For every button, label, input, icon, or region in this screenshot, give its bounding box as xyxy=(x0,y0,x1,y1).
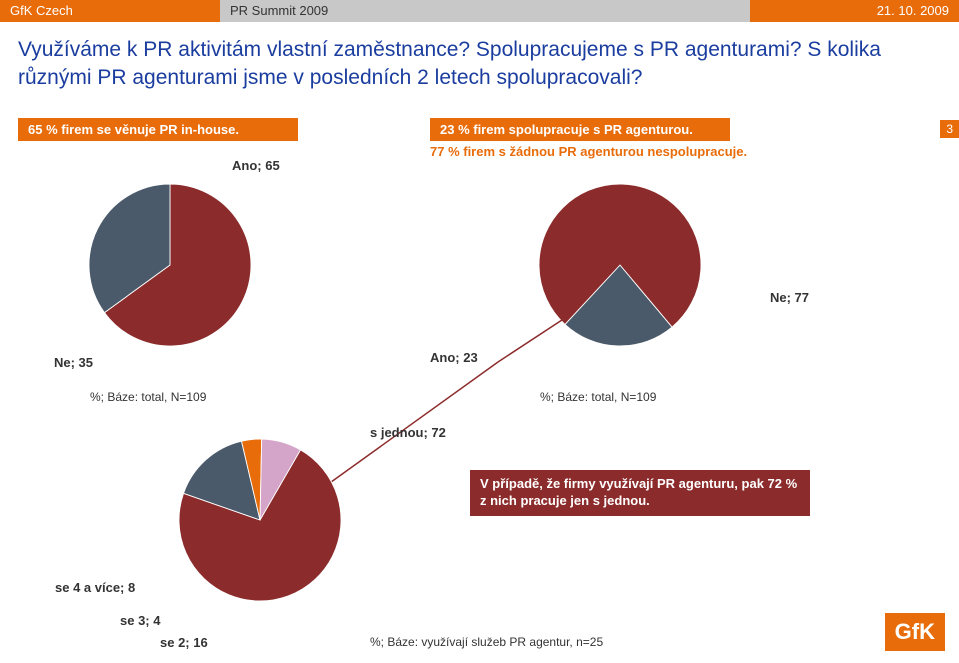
gfk-logo: GfK xyxy=(885,613,945,651)
pie3-base: %; Báze: využívají služeb PR agentur, n=… xyxy=(370,635,603,649)
pie-agency-count xyxy=(170,430,350,610)
pie3-label-1: s jednou; 72 xyxy=(370,425,446,440)
leader-line xyxy=(0,0,959,663)
callout: V případě, že firmy využívají PR agentur… xyxy=(470,470,810,516)
pie3-label-4: se 4 a více; 8 xyxy=(55,580,135,595)
pie3-label-3: se 3; 4 xyxy=(120,613,160,628)
pie3-label-2: se 2; 16 xyxy=(160,635,208,650)
